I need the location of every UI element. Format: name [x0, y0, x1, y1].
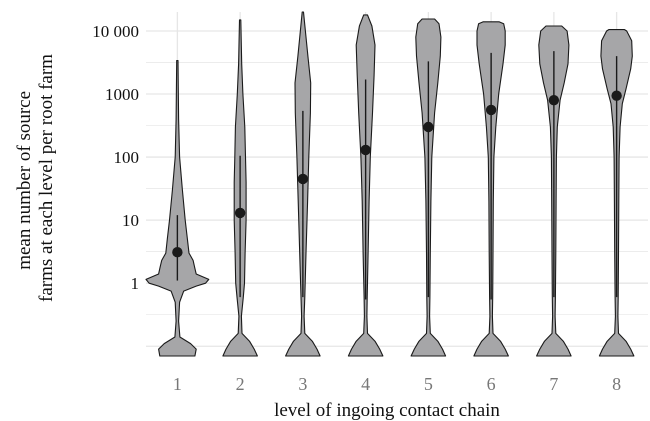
y-axis-ticks: 1 10 100 1000 10 000	[92, 22, 139, 293]
violin-3	[285, 11, 321, 357]
x-tick-label: 5	[424, 374, 433, 394]
x-tick-label: 2	[236, 374, 245, 394]
violin-6	[473, 21, 509, 357]
violin-8	[598, 29, 635, 357]
y-axis-title-line-1: mean number of source	[14, 91, 35, 270]
violins	[145, 11, 635, 357]
mean-point-8	[611, 90, 622, 101]
y-axis-title-line-2: farms at each level per root farm	[36, 54, 57, 302]
mean-point-3	[297, 173, 309, 185]
y-tick-label: 100	[114, 148, 140, 167]
mean-point-2	[234, 207, 246, 219]
mean-point-1	[172, 247, 183, 258]
x-tick-label: 1	[173, 374, 182, 394]
x-tick-label: 3	[298, 374, 307, 394]
x-tick-label: 4	[361, 374, 370, 394]
x-tick-label: 8	[612, 374, 621, 394]
y-tick-label: 10 000	[92, 22, 139, 41]
y-tick-label: 1	[131, 274, 140, 293]
violin-5	[410, 18, 447, 357]
mean-point-6	[485, 104, 497, 116]
y-tick-label: 10	[122, 211, 139, 230]
x-tick-label: 7	[549, 374, 558, 394]
mean-point-4	[360, 144, 371, 156]
x-axis-title: level of ingoing contact chain	[274, 400, 500, 421]
violin-7	[536, 25, 572, 357]
y-tick-label: 1000	[105, 85, 139, 104]
violin-1	[145, 59, 210, 357]
y-axis-title: mean number of source farms at each leve…	[14, 54, 57, 302]
grid-lines	[146, 12, 648, 356]
x-axis-ticks: 1 2 3 4 5 6 7 8	[173, 374, 621, 394]
x-tick-label: 6	[487, 374, 496, 394]
violin-2	[222, 19, 258, 357]
violin-4	[347, 14, 384, 357]
mean-point-5	[423, 121, 434, 133]
violin-body-1	[145, 59, 210, 357]
mean-point-7	[548, 94, 560, 106]
